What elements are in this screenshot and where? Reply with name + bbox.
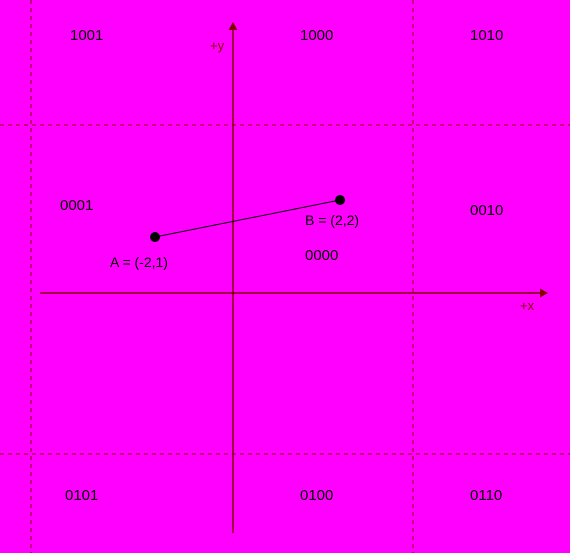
region-code: 0010: [470, 202, 503, 219]
region-code: 1000: [300, 27, 333, 44]
region-code: 1001: [70, 27, 103, 44]
point-a: [150, 232, 160, 242]
region-code: 0001: [60, 197, 93, 214]
y-axis-label: +y: [210, 38, 225, 53]
point-a-label: A = (-2,1): [110, 254, 168, 270]
region-code: 0000: [305, 247, 338, 264]
background: [0, 0, 570, 553]
diagram-svg: +y +x 1001 1000 1010 0001 0000 0010 0101 0100 01…: [0, 0, 570, 553]
point-b: [335, 195, 345, 205]
x-axis-label: +x: [520, 298, 535, 313]
region-code: 0100: [300, 487, 333, 504]
cohen-sutherland-diagram: +y +x 1001 1000 1010 0001 0000 0010 0101 0100 01…: [0, 0, 570, 553]
region-code: 1010: [470, 27, 503, 44]
point-b-label: B = (2,2): [305, 212, 359, 228]
region-code: 0101: [65, 487, 98, 504]
region-code: 0110: [470, 487, 502, 504]
